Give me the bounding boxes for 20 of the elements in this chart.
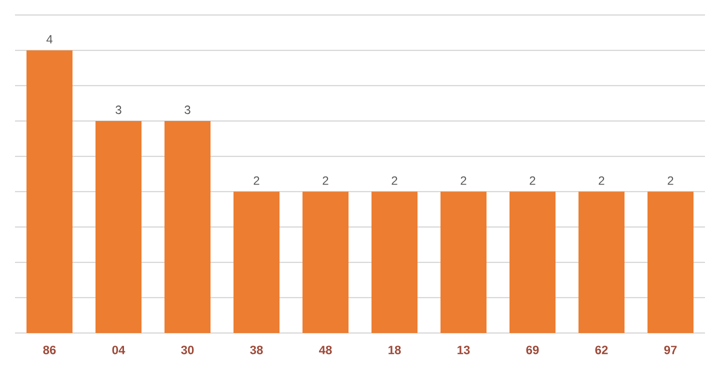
data-label: 2 [392, 176, 398, 185]
x-tick-label: 86 [43, 346, 56, 354]
data-label: 2 [598, 176, 604, 185]
x-tick-label: 18 [388, 346, 401, 354]
data-label: 3 [116, 106, 122, 114]
x-tick-label: 97 [664, 346, 677, 354]
x-tick-label: 62 [595, 346, 608, 354]
x-tick-label: 13 [458, 346, 470, 354]
data-label: 2 [460, 176, 466, 185]
x-tick-label: 69 [526, 346, 539, 354]
data-label: 2 [322, 176, 328, 185]
x-tick-label: 38 [250, 346, 263, 354]
data-label: 3 [184, 106, 190, 114]
x-tick-label: 30 [181, 346, 194, 354]
data-label: 4 [46, 35, 52, 44]
x-tick-label: 48 [319, 346, 332, 354]
data-label: 2 [530, 176, 536, 185]
data-label: 2 [668, 176, 674, 185]
x-tick-label: 04 [112, 346, 126, 354]
data-label: 2 [254, 176, 260, 185]
